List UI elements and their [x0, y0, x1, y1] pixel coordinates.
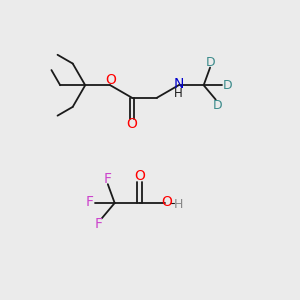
Text: F: F [85, 194, 93, 208]
Text: O: O [161, 194, 172, 208]
Text: F: F [95, 217, 103, 231]
Text: H: H [173, 198, 183, 211]
Text: H: H [174, 87, 183, 100]
Text: N: N [173, 77, 184, 91]
Text: D: D [223, 79, 232, 92]
Text: D: D [205, 56, 215, 69]
Text: F: F [104, 172, 112, 186]
Text: O: O [134, 169, 145, 183]
Text: O: O [105, 73, 116, 87]
Text: O: O [127, 117, 137, 131]
Text: D: D [212, 99, 222, 112]
